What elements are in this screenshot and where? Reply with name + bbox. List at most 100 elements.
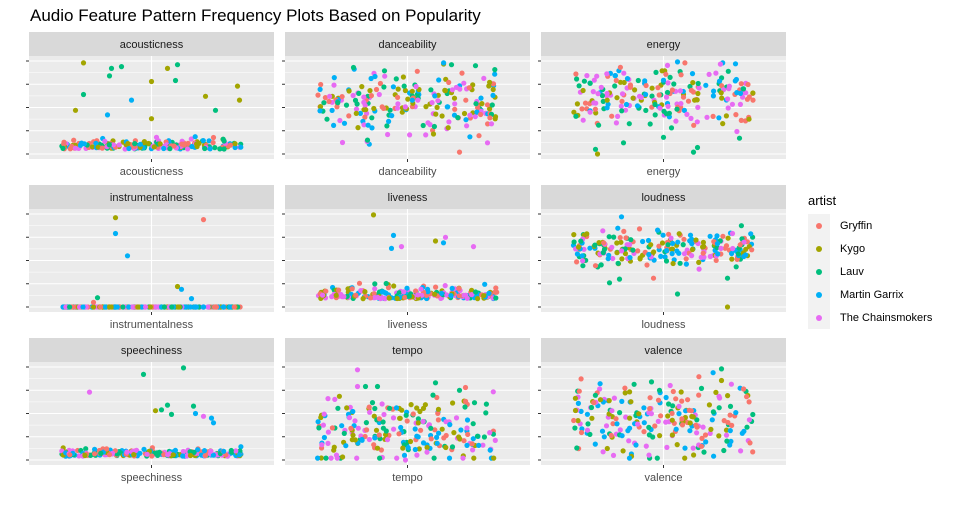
data-point-martin-garrix [192,304,198,310]
data-point-gryffin [592,263,599,269]
data-point-gryffin [373,86,380,93]
data-point-kygo [659,68,665,74]
legend-label: Martin Garrix [840,288,904,301]
data-point-kygo [636,411,642,417]
data-point-gryffin [655,397,662,403]
data-point-gryffin [617,64,624,70]
data-point-gryffin [647,406,653,412]
panel-loudness: loudness loudness [538,185,786,331]
data-point-lauv [106,73,113,79]
data-point-kygo [432,238,439,244]
data-point-the-chainsmokers [725,96,731,102]
data-point-lauv [652,101,658,108]
data-point-martin-garrix [232,144,238,151]
data-point-the-chainsmokers [615,113,621,119]
facet-strip-label: danceability [378,39,437,51]
facet-grid: acousticnessacousticnessdanceabilitydanc… [26,32,786,484]
data-point-lauv [60,145,66,151]
data-point-the-chainsmokers [598,84,604,90]
data-point-kygo [669,417,675,423]
facet-strip [541,185,786,209]
data-point-martin-garrix [238,144,244,150]
data-point-kygo [696,259,702,265]
data-point-lauv [87,452,94,458]
data-point-martin-garrix [238,444,244,450]
data-point-kygo [371,413,377,419]
data-point-lauv [574,445,580,451]
data-point-martin-garrix [676,411,682,417]
data-point-kygo [442,88,448,94]
data-point-lauv [698,385,705,391]
data-point-lauv [221,146,227,152]
data-point-kygo [632,87,638,93]
data-point-kygo [481,293,487,299]
data-point-the-chainsmokers [375,294,381,300]
data-point-gryffin [459,70,465,76]
data-point-gryffin [601,240,607,246]
data-point-lauv [403,412,409,418]
data-point-the-chainsmokers [740,94,746,100]
data-point-the-chainsmokers [379,295,385,301]
data-point-kygo [164,65,171,71]
data-point-gryffin [750,449,756,455]
data-point-lauv [481,434,487,440]
data-point-gryffin [738,117,744,123]
panel-instrumentalness: instrumentalness instrumentalness [26,185,274,331]
data-point-gryffin [466,85,472,91]
data-point-martin-garrix [220,304,226,310]
data-point-lauv [120,304,126,310]
data-point-kygo [723,113,730,119]
data-point-kygo [135,304,141,310]
data-point-gryffin [621,228,627,234]
data-point-kygo [694,97,700,103]
data-point-kygo [659,240,666,246]
data-point-lauv [606,280,613,286]
data-point-martin-garrix [674,59,681,65]
data-point-lauv [664,89,671,96]
data-point-lauv [667,74,673,80]
data-point-lauv [750,411,756,418]
data-point-the-chainsmokers [737,101,744,107]
data-point-martin-garrix [420,440,427,446]
x-tick-label: liveness [388,319,428,331]
data-point-the-chainsmokers [707,430,713,436]
data-point-gryffin [413,288,419,294]
data-point-lauv [576,83,582,89]
data-point-gryffin [681,236,687,242]
data-point-gryffin [349,286,355,292]
data-point-gryffin [377,80,383,87]
data-point-martin-garrix [201,304,207,310]
data-point-martin-garrix [331,122,337,128]
data-point-kygo [170,452,176,458]
data-point-martin-garrix [207,146,213,152]
data-point-kygo [148,78,155,85]
data-point-gryffin [90,299,97,305]
data-point-martin-garrix [415,434,421,440]
data-point-lauv [161,304,167,310]
data-point-gryffin [104,446,110,452]
data-point-lauv [695,80,701,87]
data-point-gryffin [578,429,585,436]
data-point-the-chainsmokers [407,132,413,138]
data-point-lauv [449,444,456,450]
data-point-kygo [574,101,581,107]
data-point-martin-garrix [737,90,744,96]
data-point-the-chainsmokers [122,146,128,152]
data-point-kygo [400,74,406,80]
data-point-the-chainsmokers [597,386,603,392]
data-point-martin-garrix [183,304,189,310]
data-point-kygo [743,246,749,252]
data-point-kygo [706,402,713,408]
data-point-lauv [666,401,672,407]
data-point-lauv [94,295,101,301]
data-point-martin-garrix [210,420,217,426]
data-point-lauv [190,403,197,409]
data-point-lauv [140,371,147,377]
data-point-martin-garrix [449,285,455,291]
data-point-kygo [202,93,209,99]
data-point-gryffin [433,284,439,290]
data-point-kygo [614,95,620,101]
data-point-martin-garrix [372,435,378,441]
data-point-gryffin [669,87,676,93]
data-point-martin-garrix [81,141,87,147]
